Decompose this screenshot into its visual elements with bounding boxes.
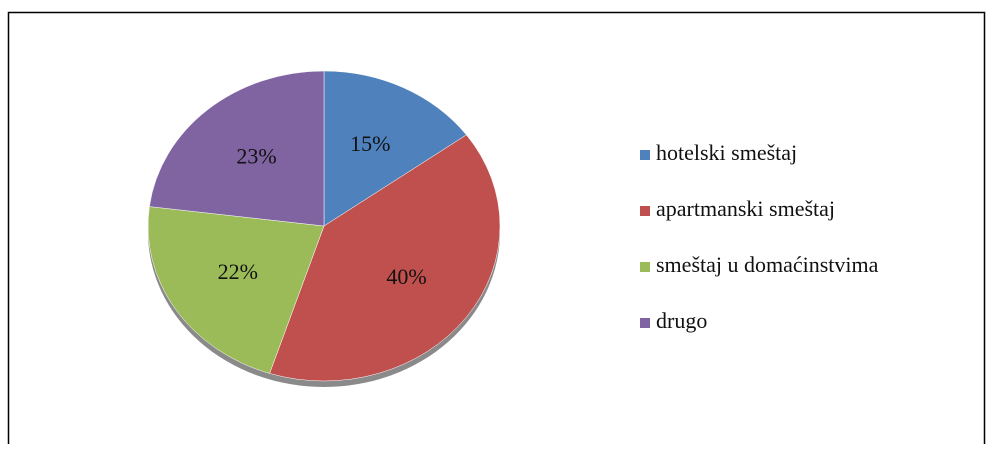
- legend-label: apartmanski smeštaj: [656, 196, 835, 221]
- data-label: 40%: [386, 264, 426, 289]
- pie-slice: [147, 206, 325, 374]
- data-label: 15%: [350, 131, 390, 156]
- data-label: 23%: [236, 144, 276, 169]
- pie-slice: [269, 134, 501, 382]
- legend-marker: [640, 318, 650, 328]
- legend-marker: [640, 206, 650, 216]
- legend-marker: [640, 150, 650, 160]
- legend-marker: [640, 262, 650, 272]
- data-label: 22%: [218, 259, 258, 284]
- legend-label: smeštaj u domaćinstvima: [656, 252, 879, 277]
- legend-label: hotelski smeštaj: [656, 140, 797, 165]
- pie-slice: [149, 70, 325, 227]
- legend-label: drugo: [656, 308, 707, 333]
- pie-slice: [323, 70, 467, 227]
